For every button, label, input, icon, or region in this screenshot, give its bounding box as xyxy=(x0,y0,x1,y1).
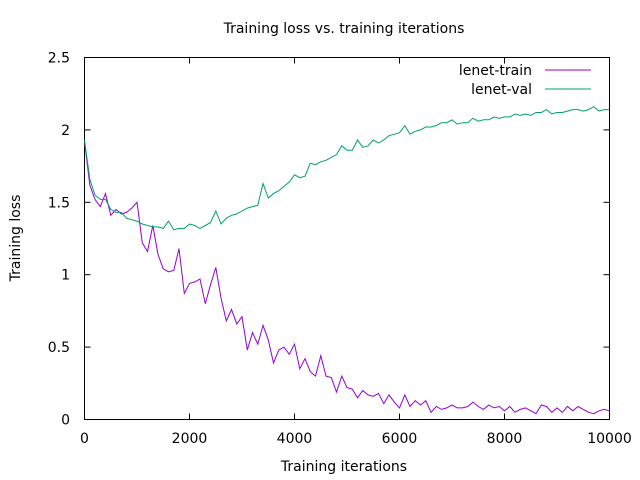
y-tick-label: 1.5 xyxy=(48,195,70,211)
series-lines xyxy=(84,106,610,415)
legend: lenet-train lenet-val xyxy=(459,63,591,98)
series-line-lenet-val xyxy=(84,106,610,231)
x-tick-label: 4000 xyxy=(277,431,313,447)
x-tick-label: 2000 xyxy=(172,431,208,447)
y-tick-label: 0 xyxy=(61,413,70,429)
y-tick-label: 0.5 xyxy=(48,340,70,356)
legend-label-lenet-val: lenet-val xyxy=(471,82,532,98)
y-tick-label: 2.5 xyxy=(48,51,70,67)
y-tick-label: 1 xyxy=(61,268,70,284)
y-axis-label: Training loss xyxy=(8,195,24,283)
series-line-lenet-train xyxy=(84,141,610,415)
x-tick-label: 8000 xyxy=(487,431,523,447)
x-tick-label: 10000 xyxy=(587,431,632,447)
plot-area-frame xyxy=(84,57,610,420)
legend-label-lenet-train: lenet-train xyxy=(459,63,532,79)
x-tick-label: 0 xyxy=(80,431,89,447)
x-tick-label: 6000 xyxy=(382,431,418,447)
y-tick-label: 2 xyxy=(61,123,70,139)
axis-ticks: 0 2000 4000 6000 8000 10000 0 0.5 1 1.5 2 2.5 xyxy=(48,51,632,448)
x-axis-label: Training iterations xyxy=(280,459,407,475)
chart-title: Training loss vs. training iterations xyxy=(223,21,465,37)
